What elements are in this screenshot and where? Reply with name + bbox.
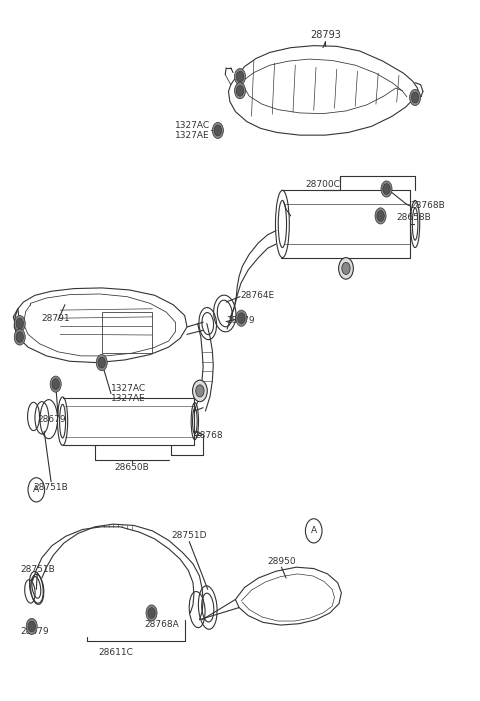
Circle shape: [146, 605, 157, 621]
Circle shape: [234, 83, 246, 99]
Circle shape: [98, 358, 106, 368]
Text: 28793: 28793: [310, 29, 341, 39]
Circle shape: [411, 92, 419, 103]
Circle shape: [383, 184, 390, 194]
Text: 28611C: 28611C: [98, 648, 133, 657]
Text: 28751D: 28751D: [171, 531, 207, 540]
Circle shape: [338, 258, 353, 279]
Circle shape: [148, 608, 155, 618]
Text: 28768: 28768: [194, 432, 223, 440]
Text: 28679: 28679: [21, 627, 49, 636]
Text: 28650B: 28650B: [114, 463, 149, 472]
Circle shape: [16, 318, 24, 329]
Text: 28768A: 28768A: [144, 620, 179, 629]
Circle shape: [14, 329, 25, 345]
Circle shape: [381, 181, 392, 197]
Text: 28751B: 28751B: [20, 565, 55, 574]
Circle shape: [50, 376, 61, 393]
Text: 28679: 28679: [37, 415, 66, 423]
Circle shape: [28, 621, 36, 632]
Circle shape: [96, 355, 108, 371]
Text: 28679: 28679: [226, 315, 255, 325]
Circle shape: [192, 380, 207, 402]
Circle shape: [14, 315, 25, 332]
Circle shape: [409, 90, 420, 106]
Circle shape: [196, 385, 204, 397]
Text: 1327AE: 1327AE: [175, 130, 210, 139]
Text: 28791: 28791: [42, 314, 71, 322]
Circle shape: [236, 86, 244, 96]
Text: 1327AC: 1327AC: [111, 384, 146, 393]
Text: 28658B: 28658B: [396, 213, 432, 222]
Circle shape: [377, 210, 384, 222]
Text: 28764E: 28764E: [240, 291, 274, 300]
Circle shape: [236, 72, 244, 82]
Circle shape: [342, 262, 350, 275]
Circle shape: [16, 332, 24, 342]
Circle shape: [214, 125, 222, 136]
Text: 28751B: 28751B: [34, 483, 69, 492]
Circle shape: [212, 123, 223, 139]
Circle shape: [238, 313, 245, 324]
Circle shape: [52, 379, 60, 390]
Text: 1327AE: 1327AE: [111, 394, 145, 403]
Text: 28700C: 28700C: [305, 180, 340, 189]
Circle shape: [236, 310, 247, 326]
Circle shape: [234, 69, 246, 85]
Text: 28768B: 28768B: [410, 201, 445, 210]
Circle shape: [26, 618, 37, 634]
Circle shape: [375, 207, 386, 224]
Text: 1327AC: 1327AC: [175, 121, 210, 130]
Text: A: A: [311, 526, 317, 536]
Text: 28950: 28950: [267, 557, 296, 566]
Text: A: A: [33, 485, 39, 494]
